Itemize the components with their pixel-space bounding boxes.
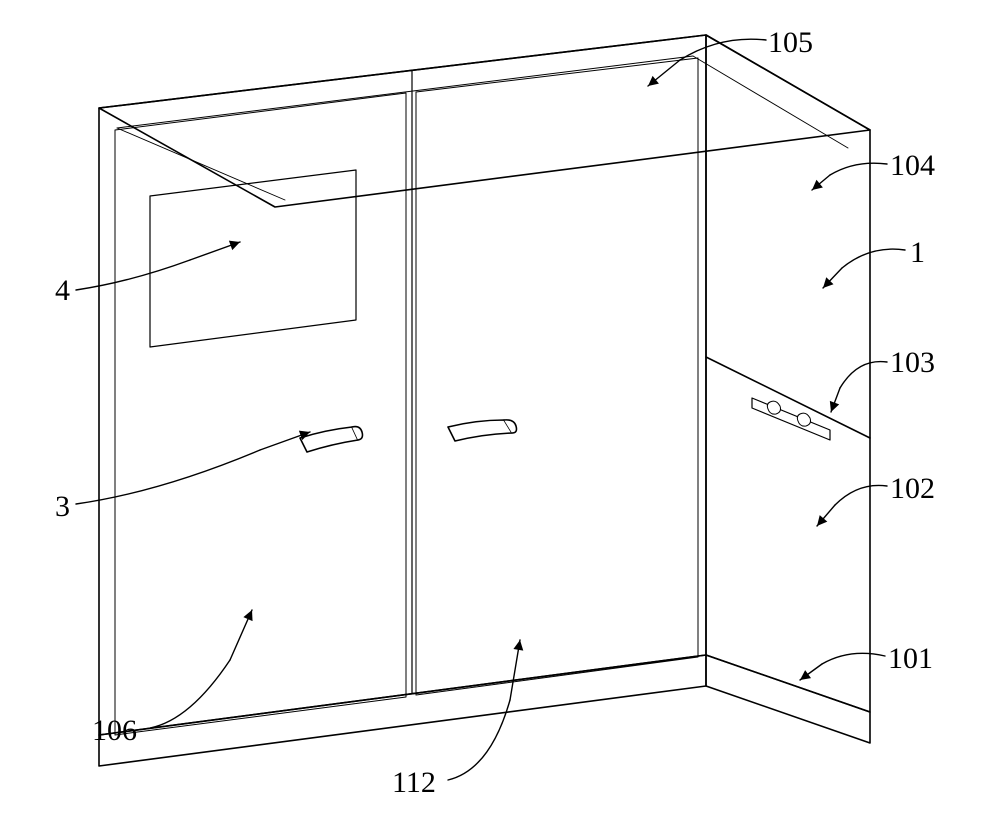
leader-103 xyxy=(840,362,887,388)
leader-3 xyxy=(76,450,260,504)
left-door-window xyxy=(150,170,356,347)
leader-101 xyxy=(822,653,885,664)
cabinet-base-front xyxy=(99,655,706,766)
right-door-handle xyxy=(448,420,512,441)
leader-105 xyxy=(680,39,766,60)
leader-1 xyxy=(842,249,905,268)
leader-106 xyxy=(150,660,230,728)
callout-1: 1 xyxy=(910,236,925,269)
right-door xyxy=(416,58,698,695)
leader-112 xyxy=(448,700,510,780)
left-door-handle xyxy=(300,427,358,452)
cabinet-base-side xyxy=(706,655,870,743)
leader-4 xyxy=(76,260,190,290)
leader-102 xyxy=(835,485,887,505)
leader-104 xyxy=(830,163,887,175)
side-panel-seam xyxy=(706,357,870,438)
callout-101: 101 xyxy=(888,642,933,675)
callout-102: 102 xyxy=(890,472,935,505)
cabinet-front-face xyxy=(99,35,706,735)
side-hinge xyxy=(752,398,830,440)
cabinet-side-face xyxy=(706,35,870,712)
cabinet-top-face xyxy=(99,35,870,207)
callout-3: 3 xyxy=(55,490,70,523)
callout-112: 112 xyxy=(392,766,436,799)
callout-105: 105 xyxy=(768,26,813,59)
callout-103: 103 xyxy=(890,346,935,379)
callout-104: 104 xyxy=(890,149,935,182)
callout-4: 4 xyxy=(55,274,70,307)
callout-106: 106 xyxy=(92,714,137,747)
